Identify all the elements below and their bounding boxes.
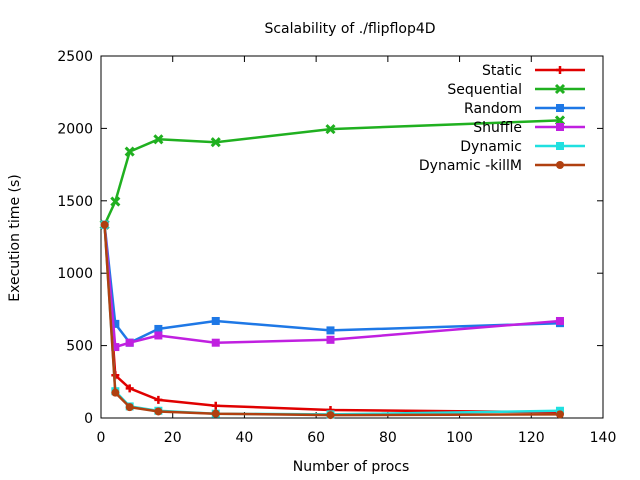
data-point — [210, 137, 221, 148]
y-tick-label: 1000 — [57, 266, 93, 282]
data-point — [211, 316, 220, 325]
series-static — [100, 220, 564, 417]
x-tick-label: 60 — [307, 430, 325, 446]
data-point — [154, 331, 163, 340]
series-line — [103, 224, 561, 344]
x-tick-label: 80 — [379, 430, 397, 446]
series-dynamic — [100, 220, 564, 419]
legend: Static Sequential Random Shuffle Dynamic Dyna… — [419, 63, 585, 174]
series-shuffle — [100, 220, 564, 352]
y-tick-label: 2000 — [57, 121, 93, 137]
data-point — [125, 403, 134, 412]
series-random — [100, 220, 564, 347]
legend-swatch-marker — [556, 123, 564, 131]
data-point — [154, 324, 163, 333]
x-tick-label: 100 — [446, 430, 473, 446]
data-point — [153, 134, 164, 145]
legend-label: Random — [464, 101, 522, 117]
data-point — [100, 220, 109, 229]
data-point — [211, 338, 220, 347]
chart-title: Scalability of ./flipflop4D — [264, 21, 435, 37]
data-point — [555, 316, 564, 325]
data-point — [555, 410, 564, 419]
data-point — [211, 409, 220, 418]
series-line — [103, 224, 561, 414]
x-tick-label: 140 — [590, 430, 617, 446]
plot-frame — [100, 55, 604, 419]
y-tick-label: 1500 — [57, 194, 93, 210]
legend-swatch-marker — [556, 142, 564, 150]
x-tick-label: 40 — [236, 430, 254, 446]
data-point — [326, 335, 335, 344]
x-tick-label: 20 — [164, 430, 182, 446]
series-line — [103, 224, 561, 416]
y-axis-label: Execution time (s) — [7, 174, 23, 301]
legend-label: Dynamic — [460, 139, 522, 155]
series-line — [103, 224, 561, 417]
legend-label: Static — [482, 63, 522, 79]
legend-swatch-marker — [556, 66, 564, 74]
data-point — [125, 338, 134, 347]
data-point — [111, 388, 120, 397]
data-point — [211, 401, 220, 410]
y-tick-label: 500 — [66, 339, 93, 355]
legend-label: Shuffle — [473, 120, 522, 136]
y-tick-label: 0 — [84, 411, 93, 427]
legend-swatch-marker — [556, 161, 564, 169]
series-dynamic-killm — [100, 220, 564, 420]
data-point — [110, 196, 121, 207]
legend-swatch-marker — [554, 83, 566, 95]
data-point — [154, 407, 163, 416]
y-tick-label: 2500 — [57, 49, 93, 65]
data-point — [124, 146, 135, 157]
data-point — [111, 343, 120, 352]
legend-label: Sequential — [447, 82, 522, 98]
data-point — [154, 395, 163, 404]
x-axis-label: Number of procs — [293, 459, 410, 475]
data-point — [326, 326, 335, 335]
x-tick-label: 0 — [97, 430, 106, 446]
data-point — [111, 319, 120, 328]
data-point — [325, 124, 336, 135]
data-point — [125, 384, 134, 393]
legend-swatch-marker — [556, 104, 564, 112]
x-tick-label: 120 — [518, 430, 545, 446]
legend-label: Dynamic -killM — [419, 158, 522, 174]
data-point — [326, 411, 335, 420]
